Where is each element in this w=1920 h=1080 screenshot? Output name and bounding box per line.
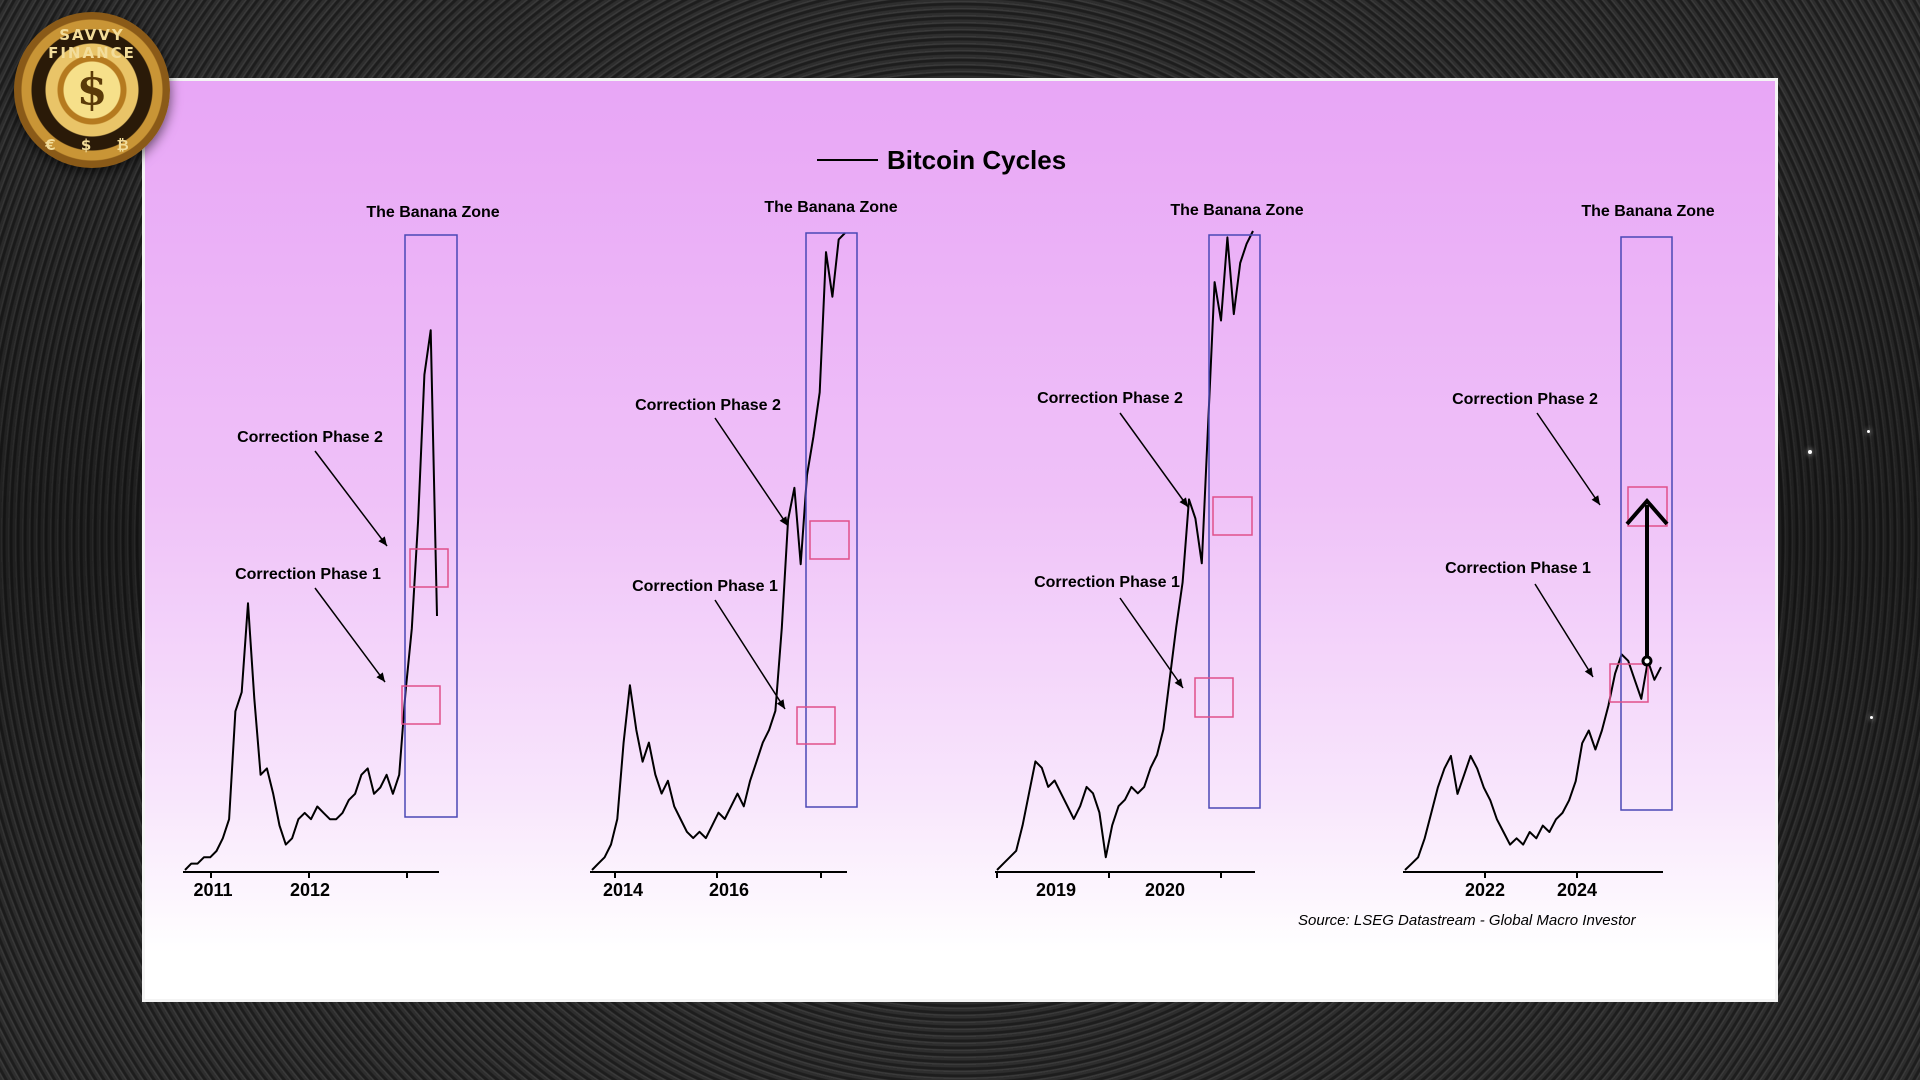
panels-group: 2011 2012 The Banana Zone Correction Phase … [183,199,1715,900]
correction-phase-2-box [809,520,850,560]
correction-phase-1-label: Correction Phase 1 [1445,560,1591,577]
arrowhead-icon [1179,497,1188,507]
banana-zone-label: The Banana Zone [764,199,897,216]
banana-zone-label: The Banana Zone [366,204,499,221]
dollar-icon: $ [76,64,108,116]
correction-phase-1-box [1609,663,1649,703]
x-tick-label: 2020 [1145,880,1185,900]
up-arrow-icon [1625,497,1669,526]
correction-phase-1-arrow [1534,583,1594,678]
correction-phase-1-arrow [1119,597,1184,689]
correction-phase-1-arrow [714,599,786,710]
price-line-series [996,230,1254,871]
correction-phase-2-box [1212,496,1253,536]
banana-zone-label: The Banana Zone [1581,203,1714,220]
correction-phase-2-arrow [314,450,388,547]
logo-brand-text: SAVVY FINANCE [48,26,136,62]
banana-zone-label: The Banana Zone [1170,202,1303,219]
correction-phase-1-box [796,706,836,745]
correction-phase-1-label: Correction Phase 1 [632,578,778,595]
correction-phase-2-arrow [714,417,789,527]
correction-phase-2-label: Correction Phase 2 [635,397,781,414]
correction-phase-1-arrow [314,587,386,683]
correction-phase-1-box [401,685,441,725]
correction-phase-1-label: Correction Phase 1 [235,566,381,583]
arrowhead-icon [1174,678,1183,688]
correction-phase-2-label: Correction Phase 2 [1452,391,1598,408]
arrowhead-icon [776,699,785,709]
source-note: Source: LSEG Datastream - Global Macro I… [1298,912,1637,929]
bitcoin-cycles-chart: Bitcoin Cycles Source: LSEG Datastream -… [183,145,1715,929]
savvy-finance-logo: SAVVY FINANCE $ € $ ₿ [14,12,170,168]
correction-phase-2-label: Correction Phase 2 [237,429,383,446]
price-line-series [591,232,846,871]
arrow-origin-dot [1641,655,1653,667]
star-decoration [1808,450,1812,454]
price-line-series [1404,653,1662,871]
arrowhead-icon [1584,667,1593,677]
x-tick-label: 2024 [1557,880,1597,900]
banana-zone-box [805,232,858,808]
banana-zone-box [1620,236,1673,811]
correction-phase-2-arrow [1536,412,1601,506]
currency-symbols: € $ ₿ [45,136,139,154]
correction-phase-2-box [409,548,449,588]
arrowhead-icon [378,536,387,546]
x-tick-label: 2014 [603,880,643,900]
arrowhead-icon [376,672,385,682]
correction-phase-1-box [1194,677,1234,718]
star-decoration [1867,430,1870,433]
correction-phase-2-label: Correction Phase 2 [1037,390,1183,407]
x-tick-label: 2019 [1036,880,1076,900]
arrowhead-icon [779,516,788,526]
chart-title: Bitcoin Cycles [887,145,1066,175]
correction-phase-2-arrow [1119,412,1189,508]
x-tick-label: 2012 [290,880,330,900]
chart-slide: Bitcoin Cycles Source: LSEG Datastream -… [145,81,1775,999]
banana-zone-box [1208,234,1261,809]
x-tick-label: 2022 [1465,880,1505,900]
banana-zone-box [404,234,458,818]
price-line-series [184,329,438,871]
arrowhead-icon [1591,495,1600,505]
correction-phase-1-label: Correction Phase 1 [1034,574,1180,591]
x-tick-label: 2011 [193,880,232,900]
x-tick-label: 2016 [709,880,749,900]
star-decoration [1870,716,1873,719]
